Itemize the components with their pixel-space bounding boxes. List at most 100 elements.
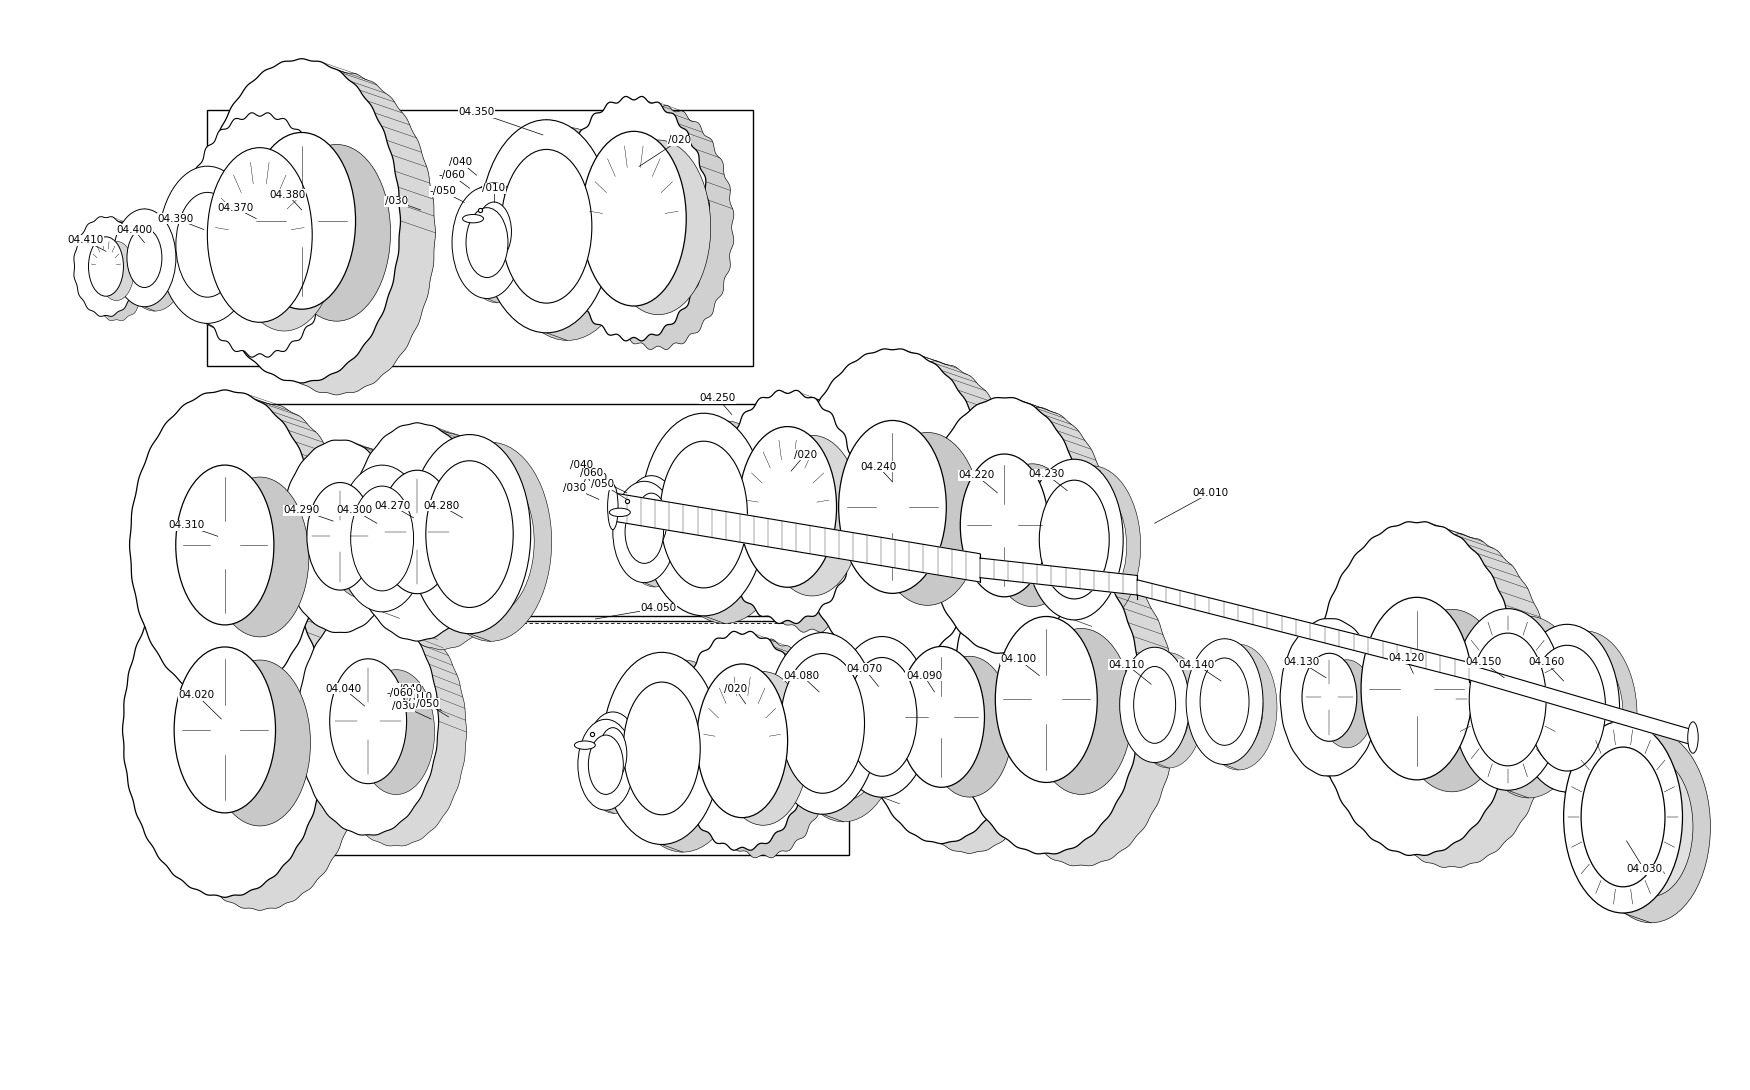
Ellipse shape bbox=[1200, 644, 1277, 770]
Ellipse shape bbox=[466, 208, 507, 278]
Ellipse shape bbox=[128, 228, 163, 288]
Ellipse shape bbox=[578, 719, 634, 810]
Polygon shape bbox=[606, 719, 614, 723]
Text: 04.250: 04.250 bbox=[700, 393, 735, 403]
Polygon shape bbox=[558, 97, 709, 341]
Ellipse shape bbox=[177, 192, 238, 298]
Text: 04.280: 04.280 bbox=[424, 500, 460, 511]
Text: /010: /010 bbox=[584, 473, 607, 483]
Ellipse shape bbox=[114, 209, 177, 306]
Text: 04.130: 04.130 bbox=[1283, 657, 1320, 667]
Text: 04.230: 04.230 bbox=[1029, 470, 1064, 480]
Text: 04.410: 04.410 bbox=[66, 235, 103, 245]
Ellipse shape bbox=[462, 191, 532, 303]
Polygon shape bbox=[1155, 647, 1169, 653]
Polygon shape bbox=[1508, 608, 1530, 616]
Ellipse shape bbox=[864, 664, 934, 783]
Text: 04.300: 04.300 bbox=[336, 505, 373, 516]
Ellipse shape bbox=[159, 166, 256, 324]
Text: 04.220: 04.220 bbox=[959, 471, 994, 481]
Ellipse shape bbox=[487, 206, 522, 266]
Polygon shape bbox=[822, 632, 844, 640]
Polygon shape bbox=[950, 545, 1141, 853]
Polygon shape bbox=[280, 440, 401, 632]
Polygon shape bbox=[926, 398, 1083, 653]
Polygon shape bbox=[612, 712, 621, 715]
Polygon shape bbox=[980, 558, 1138, 595]
Ellipse shape bbox=[1474, 616, 1584, 798]
Polygon shape bbox=[864, 590, 1018, 844]
Ellipse shape bbox=[1533, 631, 1636, 799]
Ellipse shape bbox=[609, 508, 630, 517]
Ellipse shape bbox=[640, 413, 766, 616]
Text: 04.390: 04.390 bbox=[158, 214, 194, 223]
Ellipse shape bbox=[588, 735, 623, 795]
Text: -/060: -/060 bbox=[439, 170, 466, 180]
Text: 04.110: 04.110 bbox=[1108, 659, 1144, 669]
Ellipse shape bbox=[1134, 666, 1176, 743]
Polygon shape bbox=[1622, 720, 1650, 730]
Ellipse shape bbox=[1200, 658, 1249, 746]
Polygon shape bbox=[1314, 522, 1519, 856]
Polygon shape bbox=[1138, 580, 1470, 680]
Ellipse shape bbox=[175, 647, 275, 813]
Ellipse shape bbox=[623, 659, 742, 852]
Polygon shape bbox=[203, 59, 401, 383]
Ellipse shape bbox=[635, 493, 667, 549]
Ellipse shape bbox=[1120, 647, 1190, 763]
Ellipse shape bbox=[1491, 641, 1566, 774]
Ellipse shape bbox=[766, 632, 878, 814]
Polygon shape bbox=[794, 349, 990, 665]
Polygon shape bbox=[1566, 625, 1584, 631]
Text: 04.240: 04.240 bbox=[861, 462, 896, 472]
Ellipse shape bbox=[1362, 597, 1472, 779]
Ellipse shape bbox=[607, 484, 618, 530]
Polygon shape bbox=[206, 166, 224, 172]
Ellipse shape bbox=[473, 187, 536, 284]
Polygon shape bbox=[830, 361, 1026, 677]
Ellipse shape bbox=[357, 669, 434, 795]
Polygon shape bbox=[469, 435, 490, 443]
Ellipse shape bbox=[522, 157, 612, 311]
Polygon shape bbox=[985, 557, 1176, 865]
Ellipse shape bbox=[500, 149, 592, 303]
Polygon shape bbox=[674, 631, 810, 850]
Polygon shape bbox=[382, 465, 399, 472]
Polygon shape bbox=[326, 618, 467, 846]
Ellipse shape bbox=[368, 493, 430, 597]
Ellipse shape bbox=[595, 715, 648, 799]
Text: 04.160: 04.160 bbox=[1528, 657, 1564, 667]
Ellipse shape bbox=[177, 172, 273, 330]
Text: /040: /040 bbox=[570, 460, 593, 470]
Ellipse shape bbox=[873, 433, 982, 605]
Text: 04.050: 04.050 bbox=[640, 603, 676, 613]
Text: /030: /030 bbox=[564, 484, 586, 494]
Ellipse shape bbox=[408, 435, 530, 633]
Ellipse shape bbox=[1302, 653, 1356, 741]
Ellipse shape bbox=[1134, 653, 1204, 768]
Polygon shape bbox=[740, 399, 884, 632]
Ellipse shape bbox=[961, 455, 1048, 597]
Ellipse shape bbox=[780, 654, 864, 794]
Polygon shape bbox=[145, 209, 156, 214]
Ellipse shape bbox=[623, 486, 686, 586]
Text: /050: /050 bbox=[592, 480, 614, 489]
Text: 04.400: 04.400 bbox=[116, 225, 152, 234]
Text: /050: /050 bbox=[416, 699, 439, 709]
Polygon shape bbox=[74, 217, 138, 316]
Ellipse shape bbox=[838, 421, 947, 593]
Ellipse shape bbox=[1580, 747, 1664, 887]
Polygon shape bbox=[130, 390, 320, 700]
Ellipse shape bbox=[681, 449, 768, 595]
Ellipse shape bbox=[623, 682, 700, 815]
Polygon shape bbox=[1225, 639, 1239, 644]
Text: 04.100: 04.100 bbox=[1001, 654, 1036, 664]
Ellipse shape bbox=[89, 237, 124, 296]
Ellipse shape bbox=[597, 738, 632, 798]
Polygon shape bbox=[954, 408, 1111, 663]
Polygon shape bbox=[208, 121, 360, 366]
Text: 04.350: 04.350 bbox=[458, 107, 495, 117]
Text: -/050: -/050 bbox=[430, 186, 457, 196]
Ellipse shape bbox=[644, 690, 721, 822]
Ellipse shape bbox=[306, 483, 373, 590]
